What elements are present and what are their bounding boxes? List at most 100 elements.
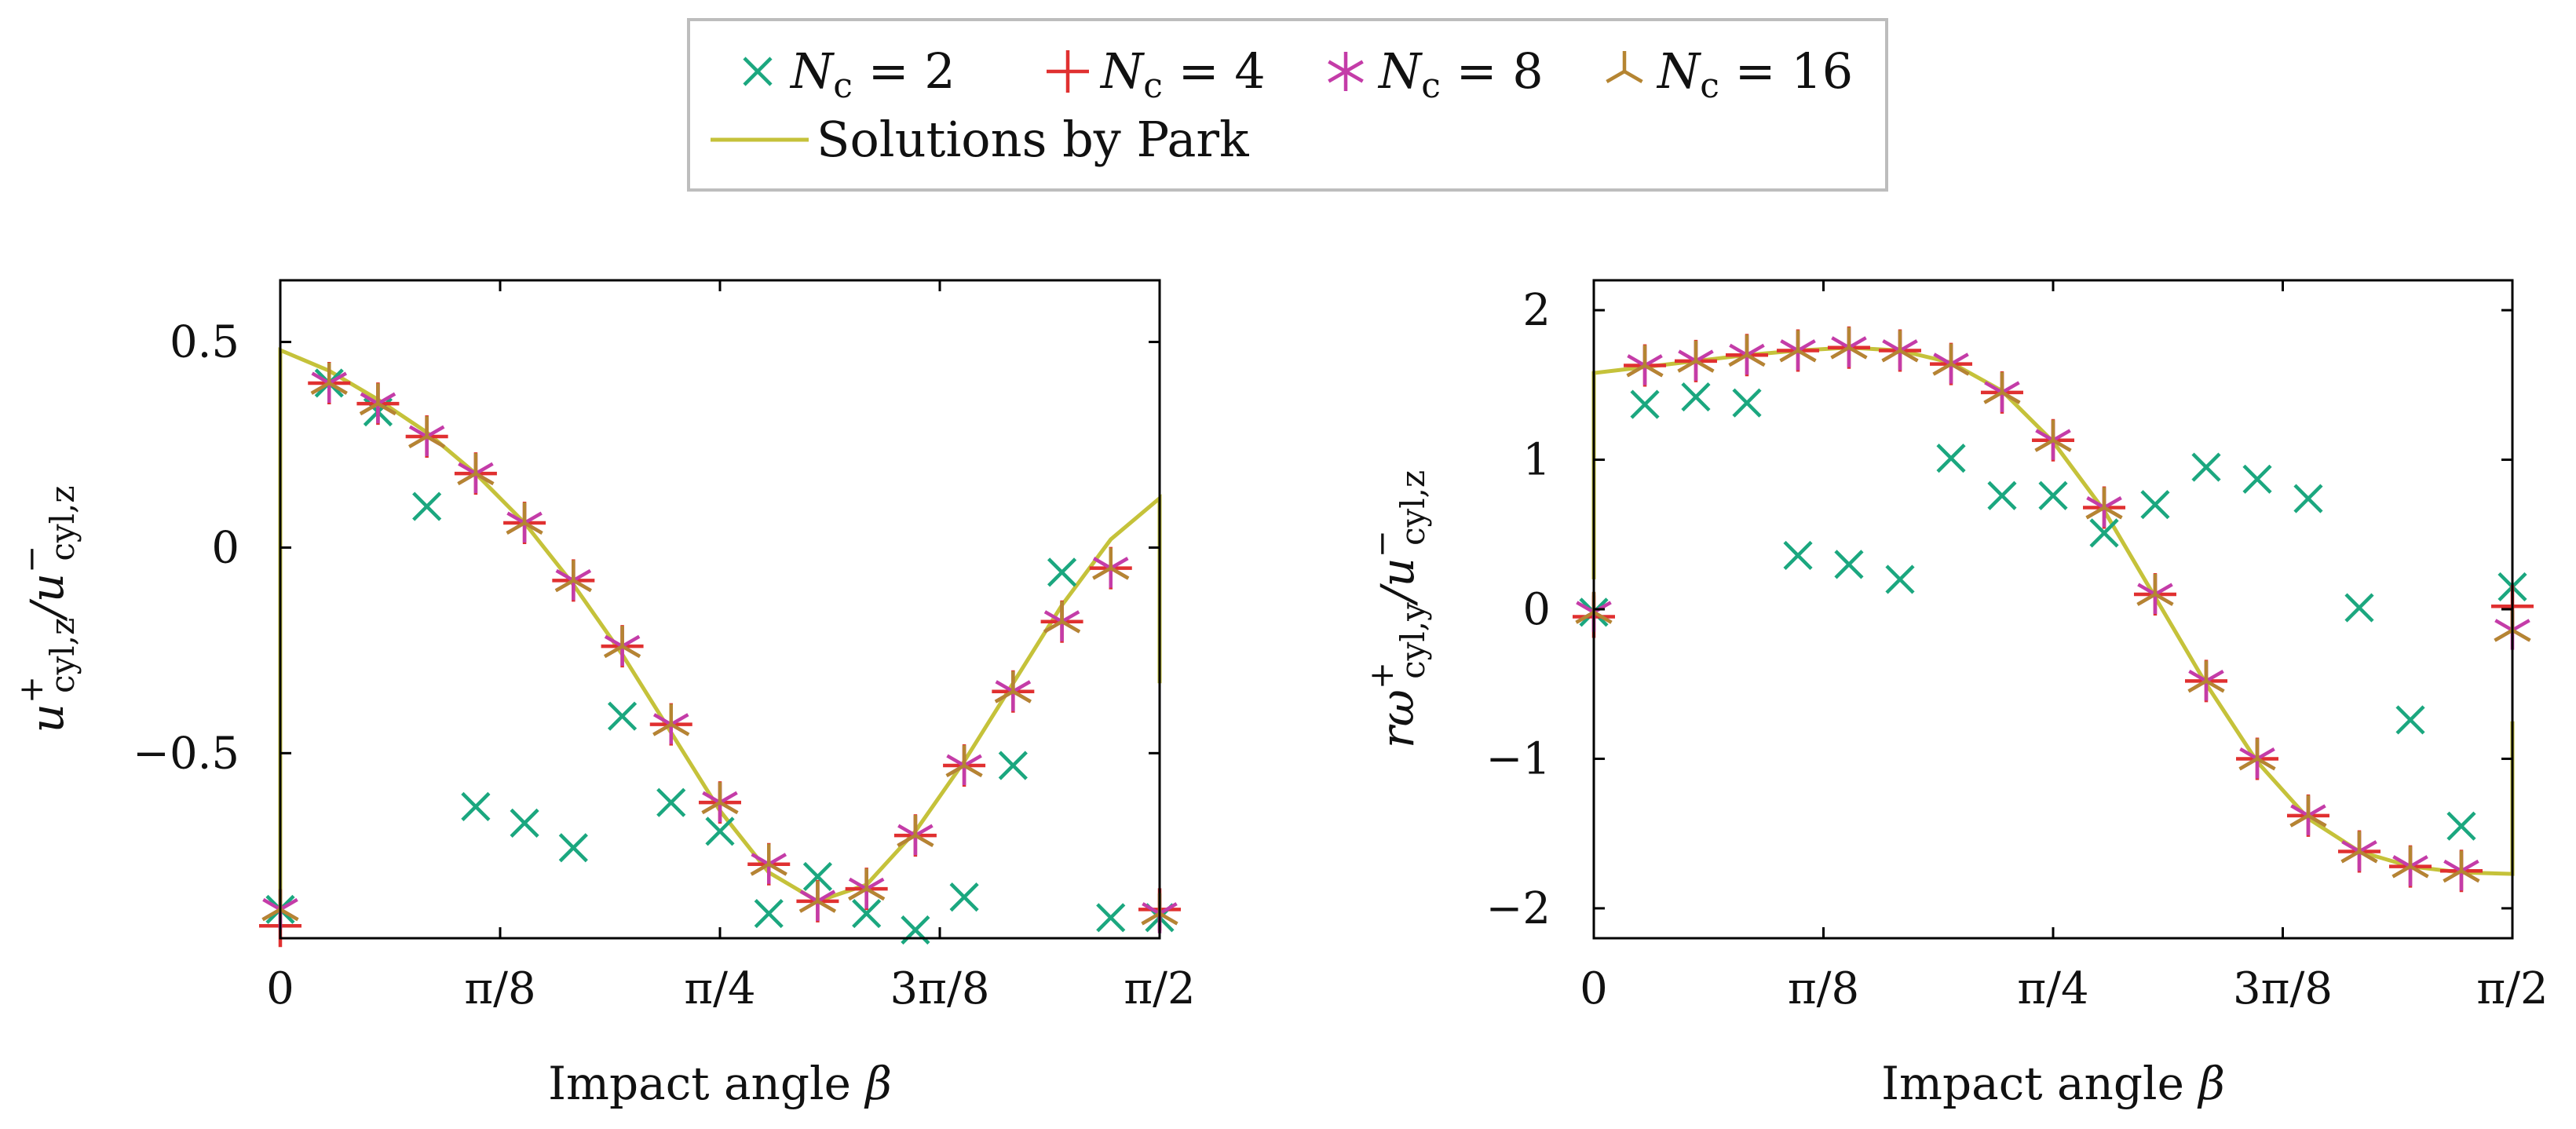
data-point — [558, 833, 588, 863]
data-point — [408, 416, 446, 448]
legend: Nc = 2 Nc = 4 Nc = 8 Nc = 16 Solutions by Pa… — [687, 18, 1888, 192]
x-tick-label: π/4 — [684, 963, 755, 1014]
data-point — [1677, 340, 1715, 373]
data-point — [652, 703, 690, 736]
data-point — [1987, 480, 2017, 510]
data-point — [457, 453, 495, 486]
legend-box — [687, 18, 1888, 192]
y-tick-label: −1 — [1485, 733, 1551, 784]
data-point — [2443, 850, 2480, 883]
chart-left: 0 π/8 π/4 3π/8 π/2 0.5 0 −0.5 Impact angle β u+cy… — [12, 279, 1196, 1110]
data-point — [1936, 444, 1966, 473]
data-point — [2293, 484, 2323, 513]
data-point — [1779, 330, 1817, 363]
y-axis-label: u+cyl,z/u−cyl,z — [12, 485, 82, 733]
legend-marker-tri — [1606, 51, 1643, 83]
data-point — [798, 880, 837, 913]
y-tick-label: 1 — [1522, 435, 1551, 486]
x-tick-label: 3π/8 — [890, 963, 990, 1014]
y-tick-label: 0 — [1522, 584, 1551, 635]
y-tick-label: −0.5 — [133, 728, 239, 779]
data-point — [998, 751, 1028, 780]
series-star — [1576, 327, 2530, 891]
data-point — [510, 808, 539, 838]
x-tick-label: π/8 — [1788, 963, 1859, 1014]
data-point — [2187, 660, 2225, 693]
x-tick-label: 0 — [1580, 963, 1608, 1014]
data-point — [2034, 419, 2072, 452]
data-point — [1096, 903, 1126, 933]
data-point — [2191, 452, 2221, 482]
y-tick-label: 0.5 — [170, 317, 239, 368]
data-point — [2344, 593, 2374, 623]
data-point — [603, 626, 641, 659]
data-point — [1881, 330, 1919, 363]
data-point — [412, 491, 442, 521]
x-tick-label: 3π/8 — [2233, 963, 2333, 1014]
data-point — [1885, 564, 1915, 594]
legend-marker-star — [1328, 52, 1364, 91]
data-point — [2140, 490, 2170, 520]
y-tick-label: 2 — [1522, 285, 1551, 336]
data-point — [994, 670, 1032, 703]
legend-marker-x — [743, 57, 773, 86]
data-point — [945, 745, 983, 777]
data-point — [1834, 550, 1864, 579]
data-point — [656, 787, 686, 817]
series-plus — [1573, 326, 2534, 893]
data-point — [750, 843, 787, 876]
data-point — [852, 898, 882, 929]
data-point — [2238, 738, 2276, 771]
data-point — [461, 791, 491, 821]
data-point — [705, 817, 735, 846]
data-point — [2038, 480, 2068, 510]
x-tick-label: π/4 — [2017, 963, 2088, 1014]
data-point — [2136, 573, 2174, 606]
data-point — [897, 815, 934, 848]
data-point — [754, 898, 784, 929]
data-point — [2395, 705, 2425, 735]
legend-label: Nc = 2 — [789, 42, 955, 106]
data-point — [2391, 846, 2429, 879]
data-point — [848, 868, 886, 901]
legend-label: Solutions by Park — [817, 111, 1249, 168]
x-tick-label: π/8 — [464, 963, 535, 1014]
data-point — [1783, 540, 1813, 571]
data-point — [2089, 518, 2119, 548]
data-point — [1932, 343, 1970, 376]
data-point — [607, 701, 638, 731]
data-point — [310, 362, 348, 395]
series-star — [262, 363, 1178, 934]
data-point — [2446, 811, 2476, 841]
data-point — [1728, 334, 1766, 367]
data-point — [2242, 464, 2272, 494]
data-point — [1983, 371, 2021, 404]
legend-marker-plus — [1047, 50, 1089, 93]
data-point — [1830, 327, 1868, 360]
legend-label: Nc = 4 — [1099, 42, 1266, 106]
data-point — [2085, 487, 2123, 520]
data-point — [701, 782, 739, 815]
data-point — [802, 861, 833, 892]
x-tick-label: π/2 — [2476, 963, 2548, 1014]
data-point — [2289, 795, 2327, 828]
data-point — [1626, 345, 1664, 378]
data-point — [506, 502, 543, 535]
series-plus — [259, 361, 1181, 948]
data-point — [1047, 557, 1077, 587]
plot-frame — [1592, 279, 2514, 940]
data-point — [554, 560, 592, 593]
y-axis-label: rω+cyl,y/u−cyl,z — [1362, 470, 1432, 748]
data-point — [1681, 382, 1711, 412]
series-tri — [1575, 327, 2531, 883]
legend-label: Nc = 16 — [1656, 42, 1853, 106]
legend-label: Nc = 8 — [1377, 42, 1544, 106]
data-point — [359, 383, 397, 416]
x-axis-label: Impact angle β — [548, 1057, 892, 1110]
data-point — [1732, 388, 1762, 418]
data-point — [949, 882, 979, 912]
chart-right: 0 π/8 π/4 3π/8 π/2 2 1 0 −1 −2 Impact angle β rω+cy… — [1362, 279, 2549, 1110]
x-axis-label: Impact angle β — [1881, 1057, 2225, 1110]
x-tick-label: π/2 — [1124, 963, 1195, 1014]
